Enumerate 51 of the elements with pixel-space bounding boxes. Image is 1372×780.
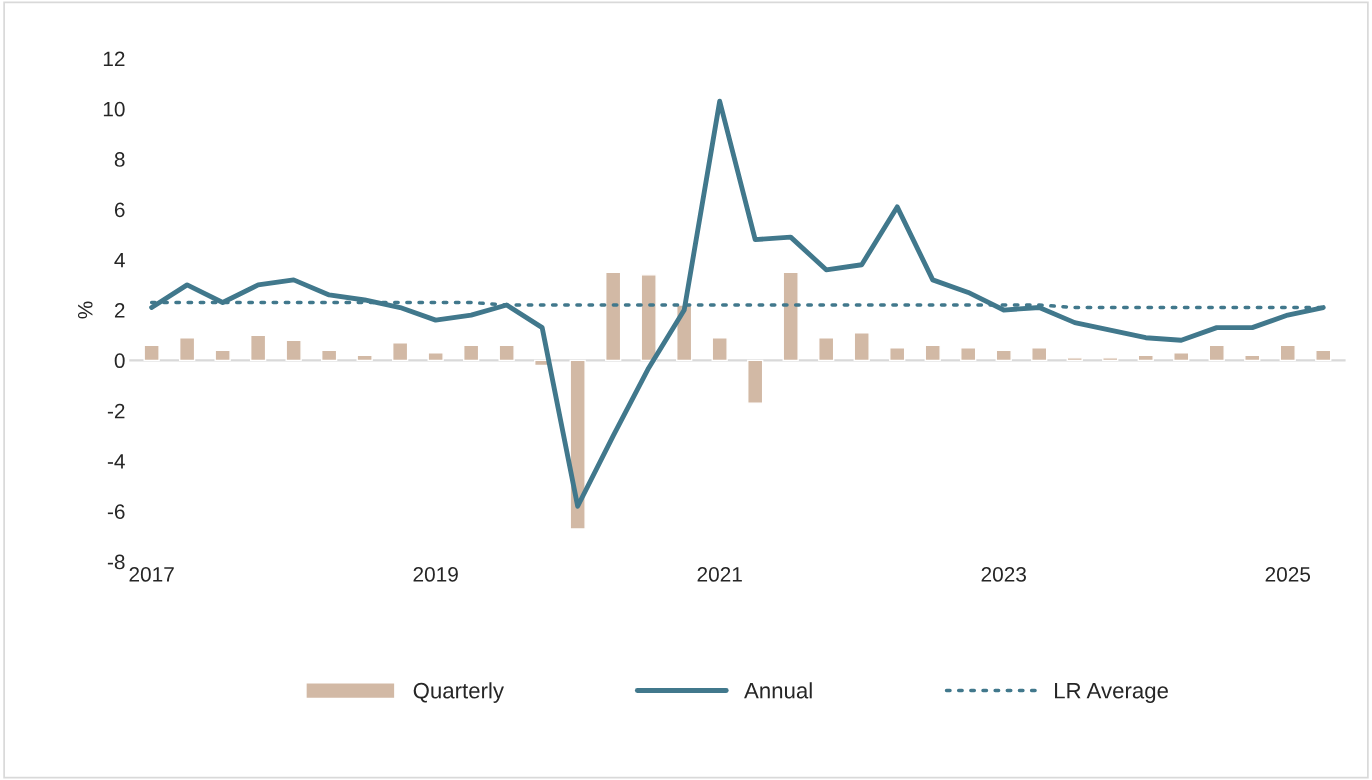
y-tick-label: 10 (103, 101, 125, 117)
bar (250, 334, 267, 362)
y-tick-label: 8 (114, 152, 125, 167)
legend-label: LR Average (1055, 683, 1168, 703)
bar (356, 354, 373, 362)
y-tick-label: 12 (103, 51, 125, 67)
y-axis-title: % (77, 301, 93, 319)
x-tick-label: 2021 (697, 567, 742, 582)
y-tick-label: 0 (114, 353, 125, 369)
bar (1066, 357, 1083, 362)
x-tick-label: 2025 (1265, 567, 1311, 582)
legend-label: Annual (744, 682, 812, 699)
bar (853, 331, 870, 362)
bar (143, 344, 160, 362)
y-tick-label: 4 (114, 252, 125, 268)
bar (995, 349, 1012, 362)
y-tick-label: -4 (107, 454, 125, 469)
bar (1173, 352, 1190, 362)
bar (924, 344, 941, 362)
y-tick-label: -8 (107, 554, 125, 570)
y-tick-label: -2 (107, 403, 125, 419)
bar (1208, 344, 1225, 362)
bar (605, 271, 622, 362)
bar (427, 352, 444, 362)
bar (285, 339, 302, 362)
bar (1031, 347, 1048, 362)
bar (178, 337, 196, 362)
bar (1137, 354, 1154, 362)
bar (321, 349, 338, 362)
y-tick-label: 6 (114, 202, 125, 218)
bar (711, 337, 728, 362)
y-tick-label: -6 (107, 504, 125, 520)
bar (392, 342, 409, 362)
x-tick-label: 2019 (413, 567, 458, 582)
bar (498, 344, 515, 362)
bar (1279, 344, 1296, 362)
bar (747, 359, 764, 404)
bar (463, 344, 480, 362)
x-tick-label: 2023 (981, 567, 1026, 582)
bar (1315, 349, 1332, 362)
bar (1102, 357, 1119, 362)
bar (782, 271, 799, 362)
bar (960, 347, 977, 362)
bar (1244, 354, 1261, 362)
bar (889, 347, 906, 362)
bar (214, 349, 231, 362)
bar (818, 337, 835, 362)
legend-label: Quarterly (413, 682, 504, 703)
y-tick-label: 2 (114, 303, 125, 318)
bar (640, 274, 657, 362)
x-tick-label: 2017 (129, 567, 174, 582)
